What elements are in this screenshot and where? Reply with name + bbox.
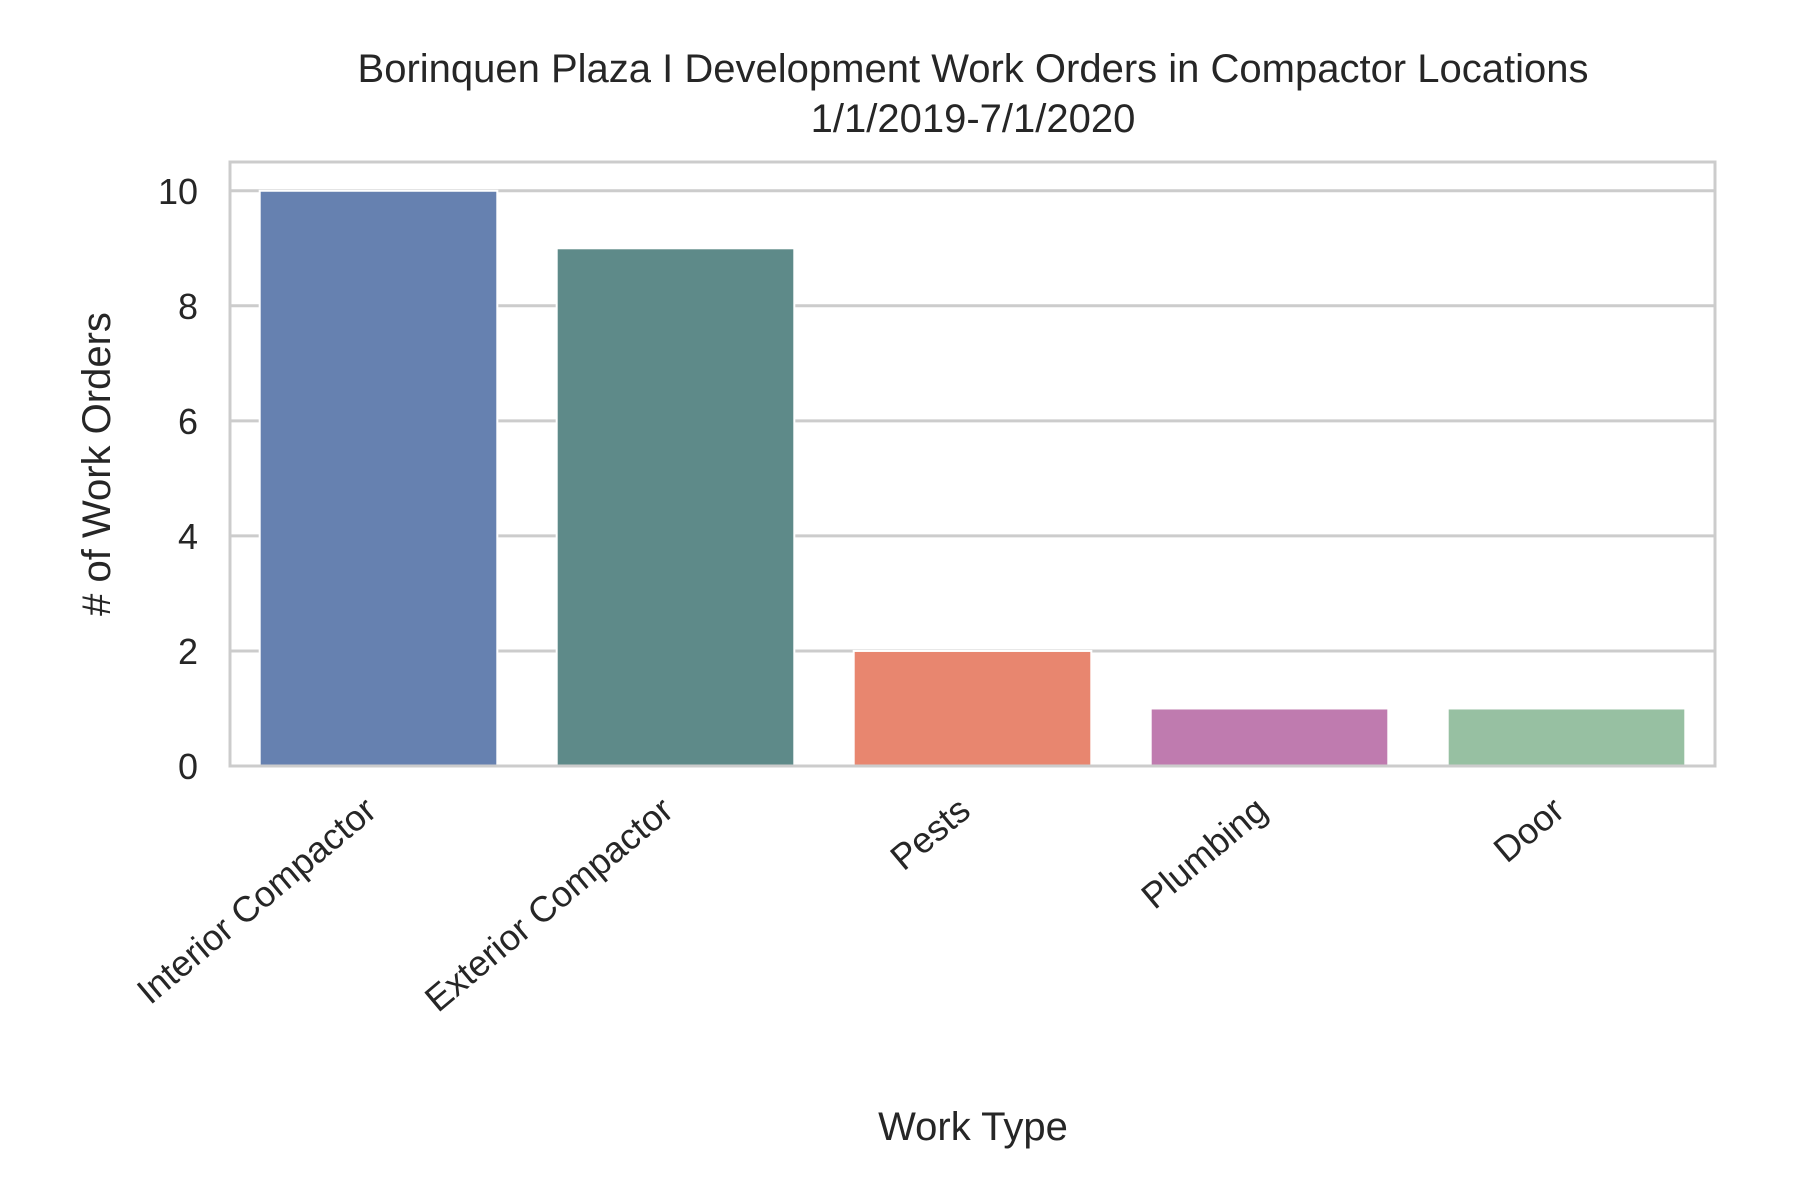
bar: [258, 189, 499, 767]
bar: [1149, 707, 1390, 768]
chart-title: Borinquen Plaza I Development Work Order…: [358, 47, 1589, 91]
y-tick-label: 0: [178, 746, 198, 787]
bar: [1446, 707, 1687, 768]
y-tick-labels: 0 2 4 6 8 10: [158, 171, 198, 787]
plot-frame: [228, 160, 1717, 768]
x-axis-label: Work Type: [878, 1105, 1068, 1149]
x-tick-labels: Interior Compactor Exterior Compactor Pest…: [129, 789, 1572, 1020]
bars: [258, 189, 1687, 768]
y-tick-label: 8: [178, 286, 198, 327]
y-tick-label: 10: [158, 171, 198, 212]
bar: [555, 247, 796, 768]
chart-subtitle: 1/1/2019-7/1/2020: [811, 97, 1136, 141]
x-tick-label: Pests: [882, 789, 977, 878]
y-axis-label: # of Work Orders: [75, 312, 119, 616]
y-tick-label: 4: [178, 516, 198, 557]
x-tick-label: Plumbing: [1133, 789, 1274, 917]
bar: [852, 649, 1093, 768]
x-tick-label: Door: [1486, 789, 1572, 871]
x-tick-label: Interior Compactor: [129, 789, 384, 1012]
y-tick-label: 6: [178, 401, 198, 442]
y-tick-label: 2: [178, 631, 198, 672]
x-tick-label: Exterior Compactor: [417, 789, 681, 1020]
